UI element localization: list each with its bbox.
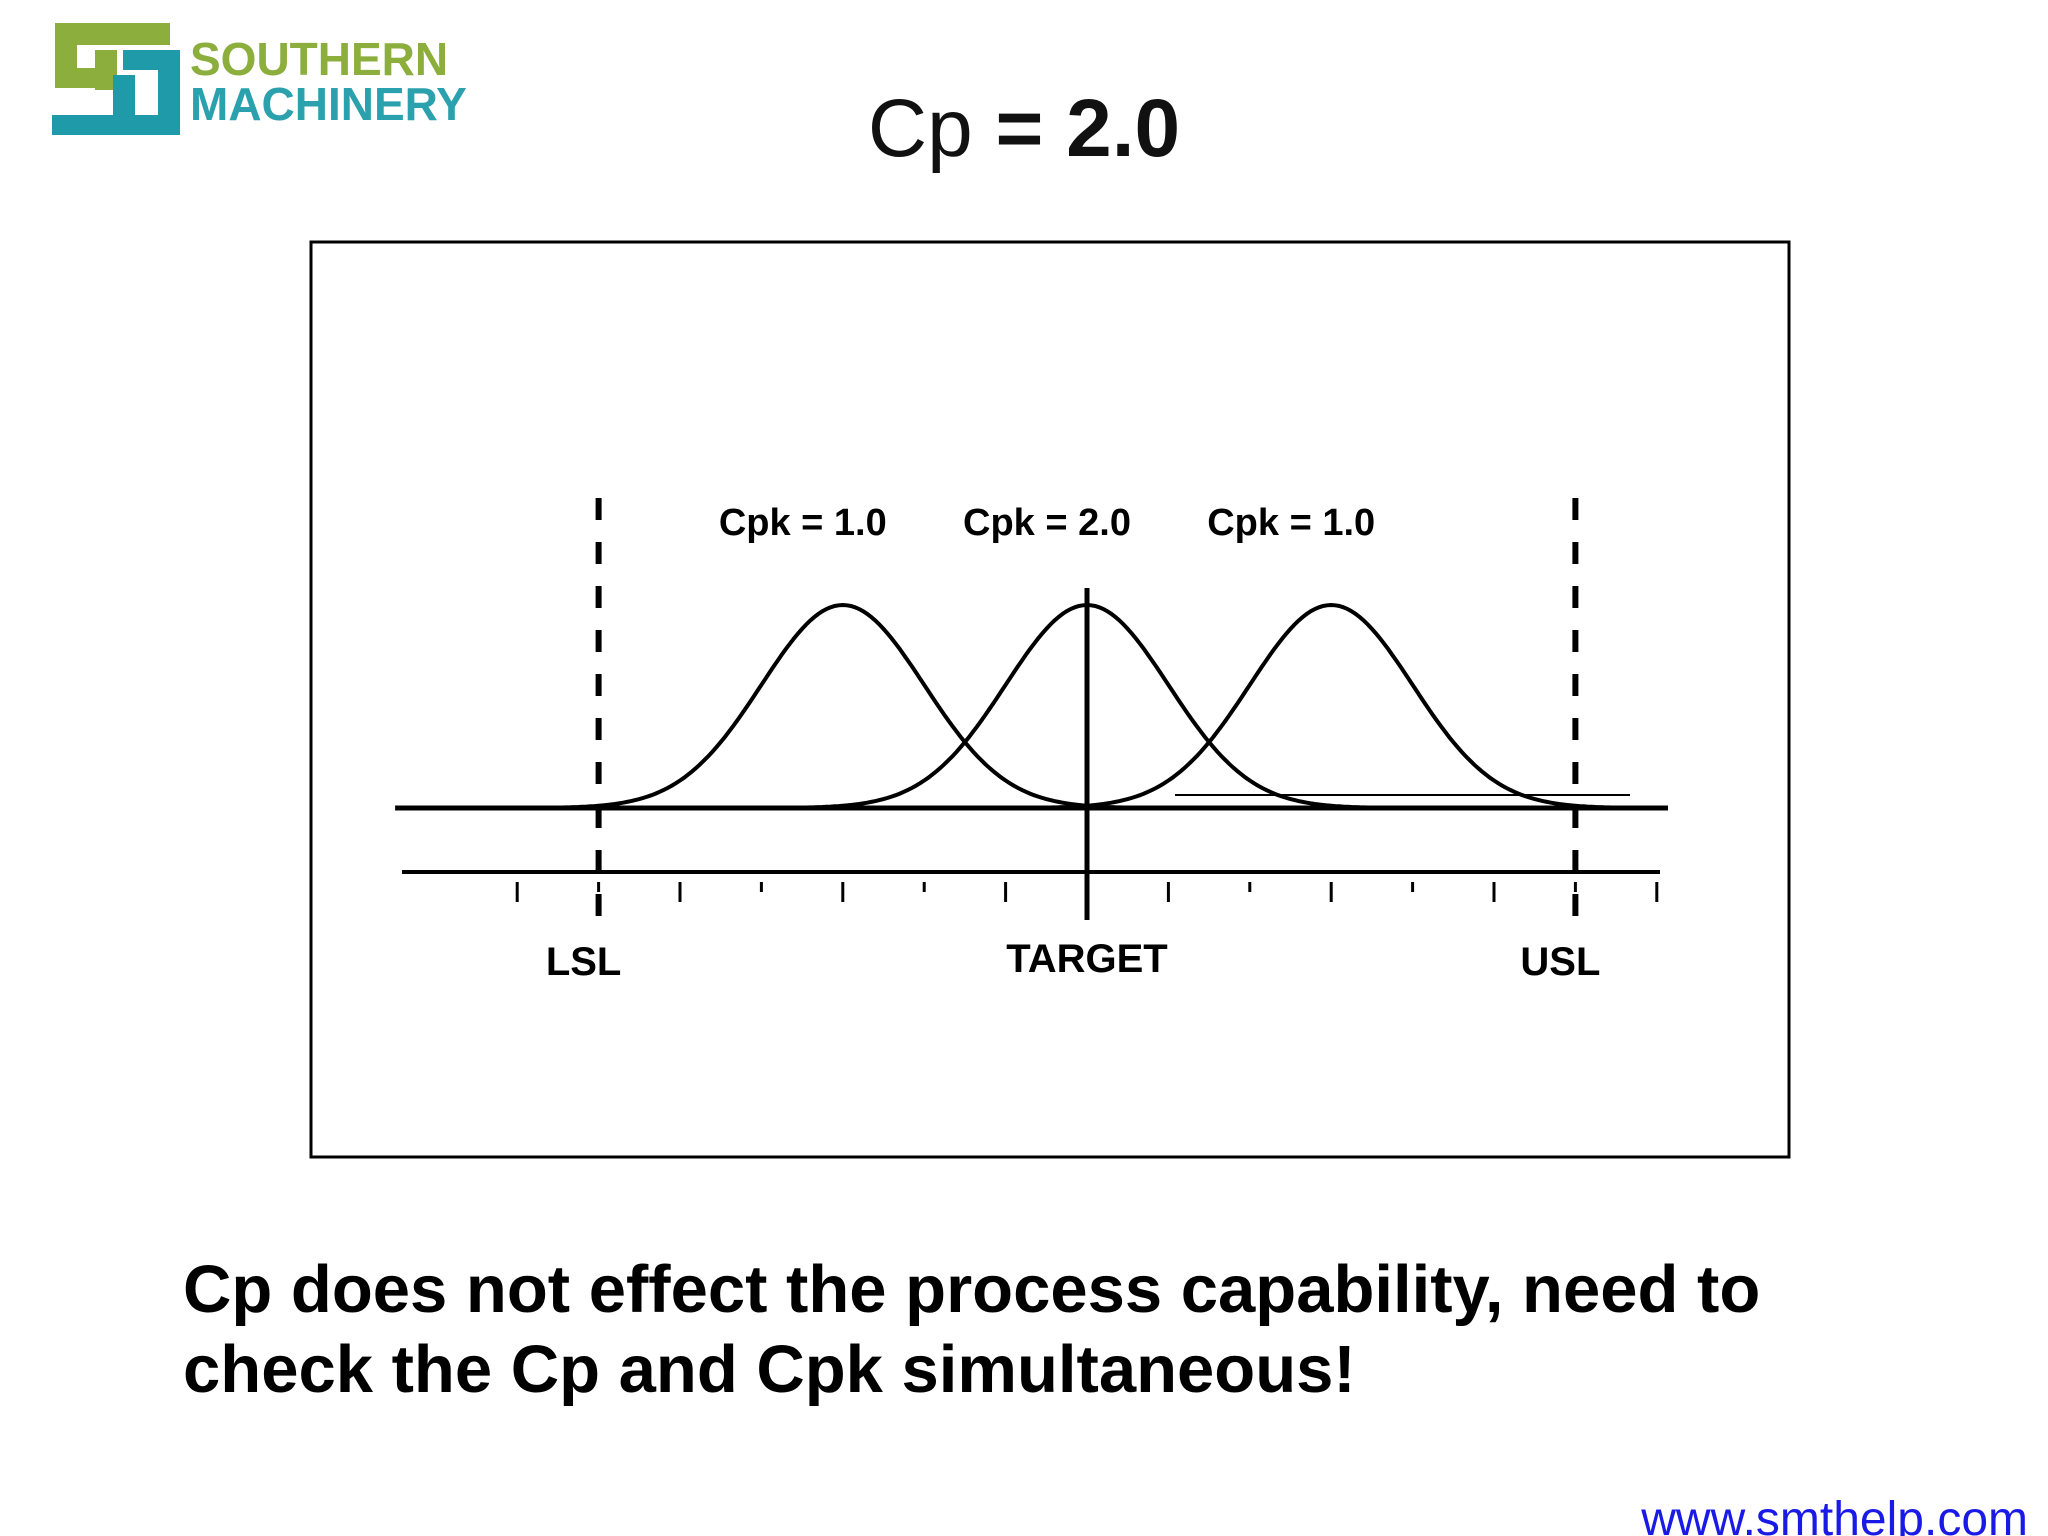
target-label: TARGET bbox=[1006, 937, 1167, 981]
logo-graphic: SOUTHERN MACHINERY bbox=[52, 23, 467, 135]
caption-line-1: Cp does not effect the process capabilit… bbox=[183, 1252, 1761, 1327]
caption-line-2: check the Cp and Cpk simultaneous! bbox=[183, 1332, 1356, 1407]
slide-title: Cp = 2.0 bbox=[0, 88, 2048, 170]
usl-label: USL bbox=[1520, 940, 1600, 984]
slide-caption: Cp does not effect the process capabilit… bbox=[183, 1250, 1883, 1410]
title-value: = 2.0 bbox=[995, 83, 1181, 174]
logo-line2: MACHINERY bbox=[190, 78, 467, 130]
curve-label-2: Cpk = 2.0 bbox=[963, 502, 1131, 544]
curve-label-1: Cpk = 1.0 bbox=[719, 502, 887, 544]
title-prefix: Cp bbox=[867, 83, 996, 174]
lsl-label: LSL bbox=[546, 940, 622, 984]
curve-label-3: Cpk = 1.0 bbox=[1207, 502, 1375, 544]
normal-curve-1 bbox=[509, 602, 1177, 810]
southern-machinery-logo: SOUTHERN MACHINERY bbox=[50, 20, 470, 140]
logo-mark-icon bbox=[52, 23, 180, 135]
website-link[interactable]: www.smthelp.com bbox=[1641, 1493, 2028, 1536]
logo-line1: SOUTHERN bbox=[190, 33, 448, 85]
normal-curve-3 bbox=[997, 602, 1665, 810]
diagram-layer: Cpk = 1.0 Cpk = 2.0 Cpk = 1.0 LSL USL TARGET bbox=[395, 498, 1668, 984]
diagram-frame bbox=[309, 240, 1791, 1159]
